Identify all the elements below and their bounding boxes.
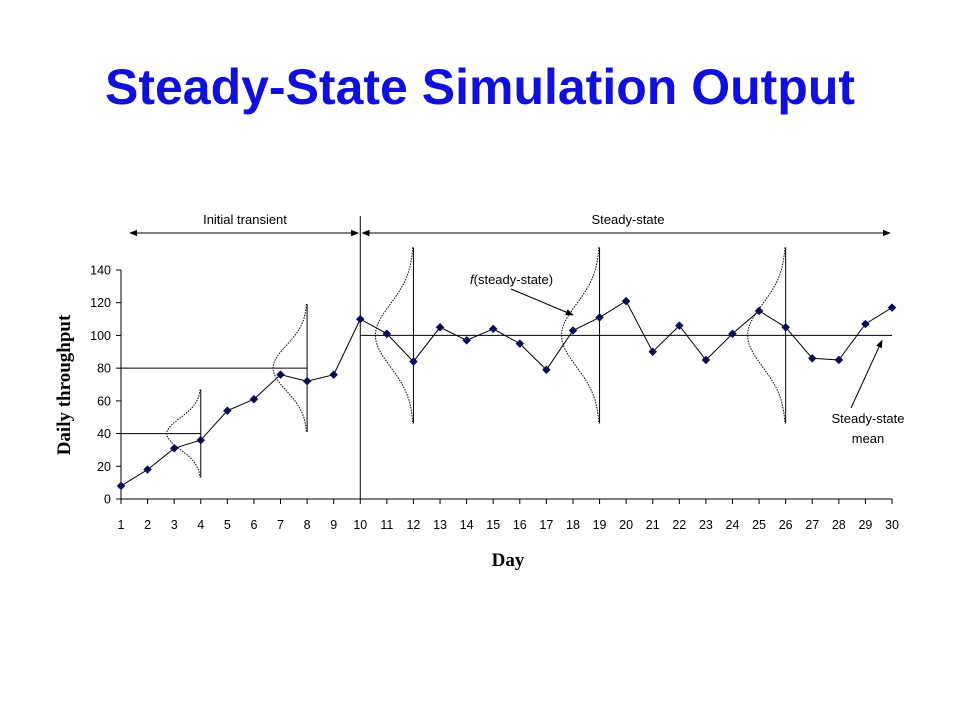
data-point bbox=[329, 370, 339, 380]
distribution-curve bbox=[747, 247, 786, 424]
data-point bbox=[674, 321, 684, 330]
y-tick-label: 40 bbox=[97, 427, 111, 441]
steady-state-mean-label-line2: mean bbox=[852, 431, 885, 446]
data-point bbox=[143, 465, 152, 474]
x-tick-label: 29 bbox=[858, 518, 872, 532]
x-tick-label: 14 bbox=[460, 518, 474, 532]
y-axis-label: Daily throughput bbox=[54, 314, 75, 455]
x-tick-label: 22 bbox=[672, 518, 686, 532]
data-point bbox=[621, 296, 631, 306]
data-point bbox=[355, 314, 365, 324]
x-tick-label: 27 bbox=[805, 518, 819, 532]
data-point bbox=[435, 322, 445, 332]
x-tick-label: 10 bbox=[353, 518, 367, 532]
data-point bbox=[861, 319, 870, 329]
f-steady-state-label: f(steady-state) bbox=[470, 272, 553, 287]
x-tick-label: 18 bbox=[566, 518, 580, 532]
series-line-path bbox=[120, 300, 893, 487]
y-tick-label: 100 bbox=[90, 329, 111, 343]
x-tick-label: 1 bbox=[118, 518, 125, 532]
x-tick-label: 11 bbox=[380, 518, 393, 532]
f-label-italic: f bbox=[470, 272, 475, 287]
x-tick-label: 6 bbox=[250, 518, 257, 532]
data-point bbox=[568, 326, 578, 335]
x-tick-label: 12 bbox=[406, 518, 420, 532]
x-axis-label: Day bbox=[492, 550, 525, 571]
data-point bbox=[169, 443, 179, 453]
distribution-curve bbox=[166, 389, 201, 478]
steady-state-mean-label-line1: Steady-state bbox=[832, 411, 905, 426]
x-tick-label: 26 bbox=[779, 518, 793, 532]
data-point bbox=[781, 322, 791, 332]
f-label-arrow bbox=[510, 288, 574, 316]
x-tick-label: 30 bbox=[885, 518, 899, 532]
y-tick-label: 0 bbox=[104, 493, 111, 507]
x-tick-label: 21 bbox=[646, 518, 660, 532]
x-tick-label: 5 bbox=[224, 518, 231, 532]
x-tick-label: 4 bbox=[197, 518, 204, 532]
mean-label-arrow bbox=[850, 339, 883, 409]
steady-state-label: Steady-state bbox=[592, 212, 665, 227]
data-point bbox=[222, 406, 232, 416]
x-tick-label: 23 bbox=[699, 518, 713, 532]
x-tick-label: 13 bbox=[433, 518, 447, 532]
data-point bbox=[648, 347, 658, 357]
data-point bbox=[302, 376, 312, 386]
x-tick-label: 8 bbox=[304, 518, 311, 532]
x-tick-label: 7 bbox=[277, 518, 284, 532]
data-point bbox=[728, 329, 737, 339]
distribution-curve bbox=[561, 247, 600, 424]
f-label-rest: (steady-state) bbox=[474, 272, 553, 287]
y-tick-label: 20 bbox=[97, 460, 111, 474]
data-point bbox=[834, 355, 844, 365]
x-tick-label: 24 bbox=[726, 518, 740, 532]
data-point bbox=[515, 339, 525, 348]
data-point bbox=[409, 357, 418, 366]
x-tick-label: 9 bbox=[330, 518, 337, 532]
distribution-curve bbox=[374, 247, 414, 424]
x-tick-label: 15 bbox=[486, 518, 500, 532]
data-point bbox=[595, 313, 604, 322]
series-line bbox=[116, 296, 897, 491]
data-point bbox=[462, 335, 471, 345]
y-tick-label: 60 bbox=[97, 394, 111, 408]
data-point bbox=[116, 481, 126, 491]
x-tick-label: 2 bbox=[144, 518, 151, 532]
annotations bbox=[129, 229, 891, 409]
data-point bbox=[249, 394, 259, 404]
x-tick-label: 16 bbox=[513, 518, 527, 532]
data-point bbox=[807, 353, 817, 363]
x-tick-label: 19 bbox=[593, 518, 607, 532]
page-title: Steady-State Simulation Output bbox=[104, 59, 856, 115]
y-tick-label: 120 bbox=[90, 296, 111, 310]
x-tick-label: 17 bbox=[539, 518, 553, 532]
x-tick-label: 20 bbox=[619, 518, 633, 532]
data-point bbox=[887, 303, 897, 312]
data-point bbox=[488, 324, 498, 334]
reference-lines bbox=[121, 216, 892, 499]
data-point bbox=[196, 435, 206, 445]
data-point bbox=[382, 329, 392, 339]
y-tick-label: 80 bbox=[97, 362, 111, 376]
distribution-curve bbox=[272, 304, 307, 433]
distribution-curves bbox=[166, 247, 787, 478]
x-tick-label: 28 bbox=[832, 518, 846, 532]
data-point bbox=[276, 370, 285, 380]
x-tick-label: 3 bbox=[171, 518, 178, 532]
x-tick-label: 25 bbox=[752, 518, 766, 532]
data-point bbox=[754, 306, 764, 316]
initial-transient-label: Initial transient bbox=[203, 212, 287, 227]
y-tick-label: 140 bbox=[90, 264, 111, 278]
data-point bbox=[701, 355, 711, 365]
data-point bbox=[542, 365, 551, 375]
